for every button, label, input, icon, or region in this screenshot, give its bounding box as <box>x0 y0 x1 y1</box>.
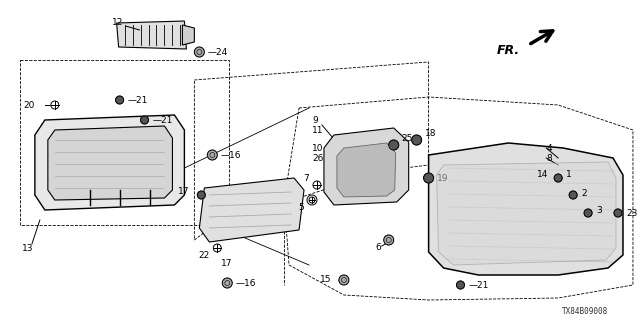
Text: 13: 13 <box>22 244 33 252</box>
Text: —21: —21 <box>127 95 148 105</box>
Circle shape <box>384 235 394 245</box>
Text: 11: 11 <box>312 125 323 134</box>
Circle shape <box>141 116 148 124</box>
Text: 20: 20 <box>24 100 35 109</box>
Text: 1: 1 <box>566 170 572 179</box>
Text: —16: —16 <box>236 278 256 287</box>
Text: 10: 10 <box>312 143 324 153</box>
Text: —21: —21 <box>152 116 173 124</box>
Text: 4: 4 <box>546 143 552 153</box>
Circle shape <box>222 278 232 288</box>
Text: 17: 17 <box>221 260 233 268</box>
Polygon shape <box>182 25 195 45</box>
Text: TX84B09008: TX84B09008 <box>562 308 608 316</box>
Polygon shape <box>436 162 616 265</box>
Circle shape <box>424 173 433 183</box>
Circle shape <box>388 140 399 150</box>
Text: —24: —24 <box>207 47 228 57</box>
Circle shape <box>309 197 315 203</box>
Polygon shape <box>116 21 186 49</box>
Circle shape <box>213 244 221 252</box>
Text: 14: 14 <box>537 170 548 179</box>
Text: 19: 19 <box>436 173 448 182</box>
Polygon shape <box>35 115 184 210</box>
Text: 12: 12 <box>111 18 123 27</box>
Text: FR.: FR. <box>497 44 520 57</box>
Circle shape <box>412 135 422 145</box>
Circle shape <box>569 191 577 199</box>
Text: 3: 3 <box>596 205 602 214</box>
Text: 7: 7 <box>303 173 309 182</box>
Polygon shape <box>324 128 409 205</box>
Text: 6: 6 <box>375 243 381 252</box>
Text: 9: 9 <box>312 116 317 124</box>
Polygon shape <box>199 178 304 242</box>
Circle shape <box>116 96 124 104</box>
Polygon shape <box>337 143 396 197</box>
Text: 18: 18 <box>424 129 436 138</box>
Text: 22: 22 <box>198 252 209 260</box>
Circle shape <box>554 174 562 182</box>
Circle shape <box>207 150 218 160</box>
Circle shape <box>307 195 317 205</box>
Text: —16: —16 <box>220 150 241 159</box>
Text: 15: 15 <box>321 276 332 284</box>
Circle shape <box>614 209 622 217</box>
Circle shape <box>313 181 321 189</box>
Circle shape <box>584 209 592 217</box>
Circle shape <box>51 101 59 109</box>
Circle shape <box>195 47 204 57</box>
Circle shape <box>339 275 349 285</box>
Text: 23: 23 <box>626 209 637 218</box>
Circle shape <box>456 281 465 289</box>
Text: 8: 8 <box>546 154 552 163</box>
Text: —21: —21 <box>468 281 489 290</box>
Text: 5: 5 <box>298 203 304 212</box>
Text: 2: 2 <box>581 188 587 197</box>
Text: 25: 25 <box>402 133 413 142</box>
Polygon shape <box>48 126 172 200</box>
Circle shape <box>197 191 205 199</box>
Text: 17: 17 <box>178 187 189 196</box>
Polygon shape <box>429 143 623 275</box>
Text: 26: 26 <box>312 154 324 163</box>
